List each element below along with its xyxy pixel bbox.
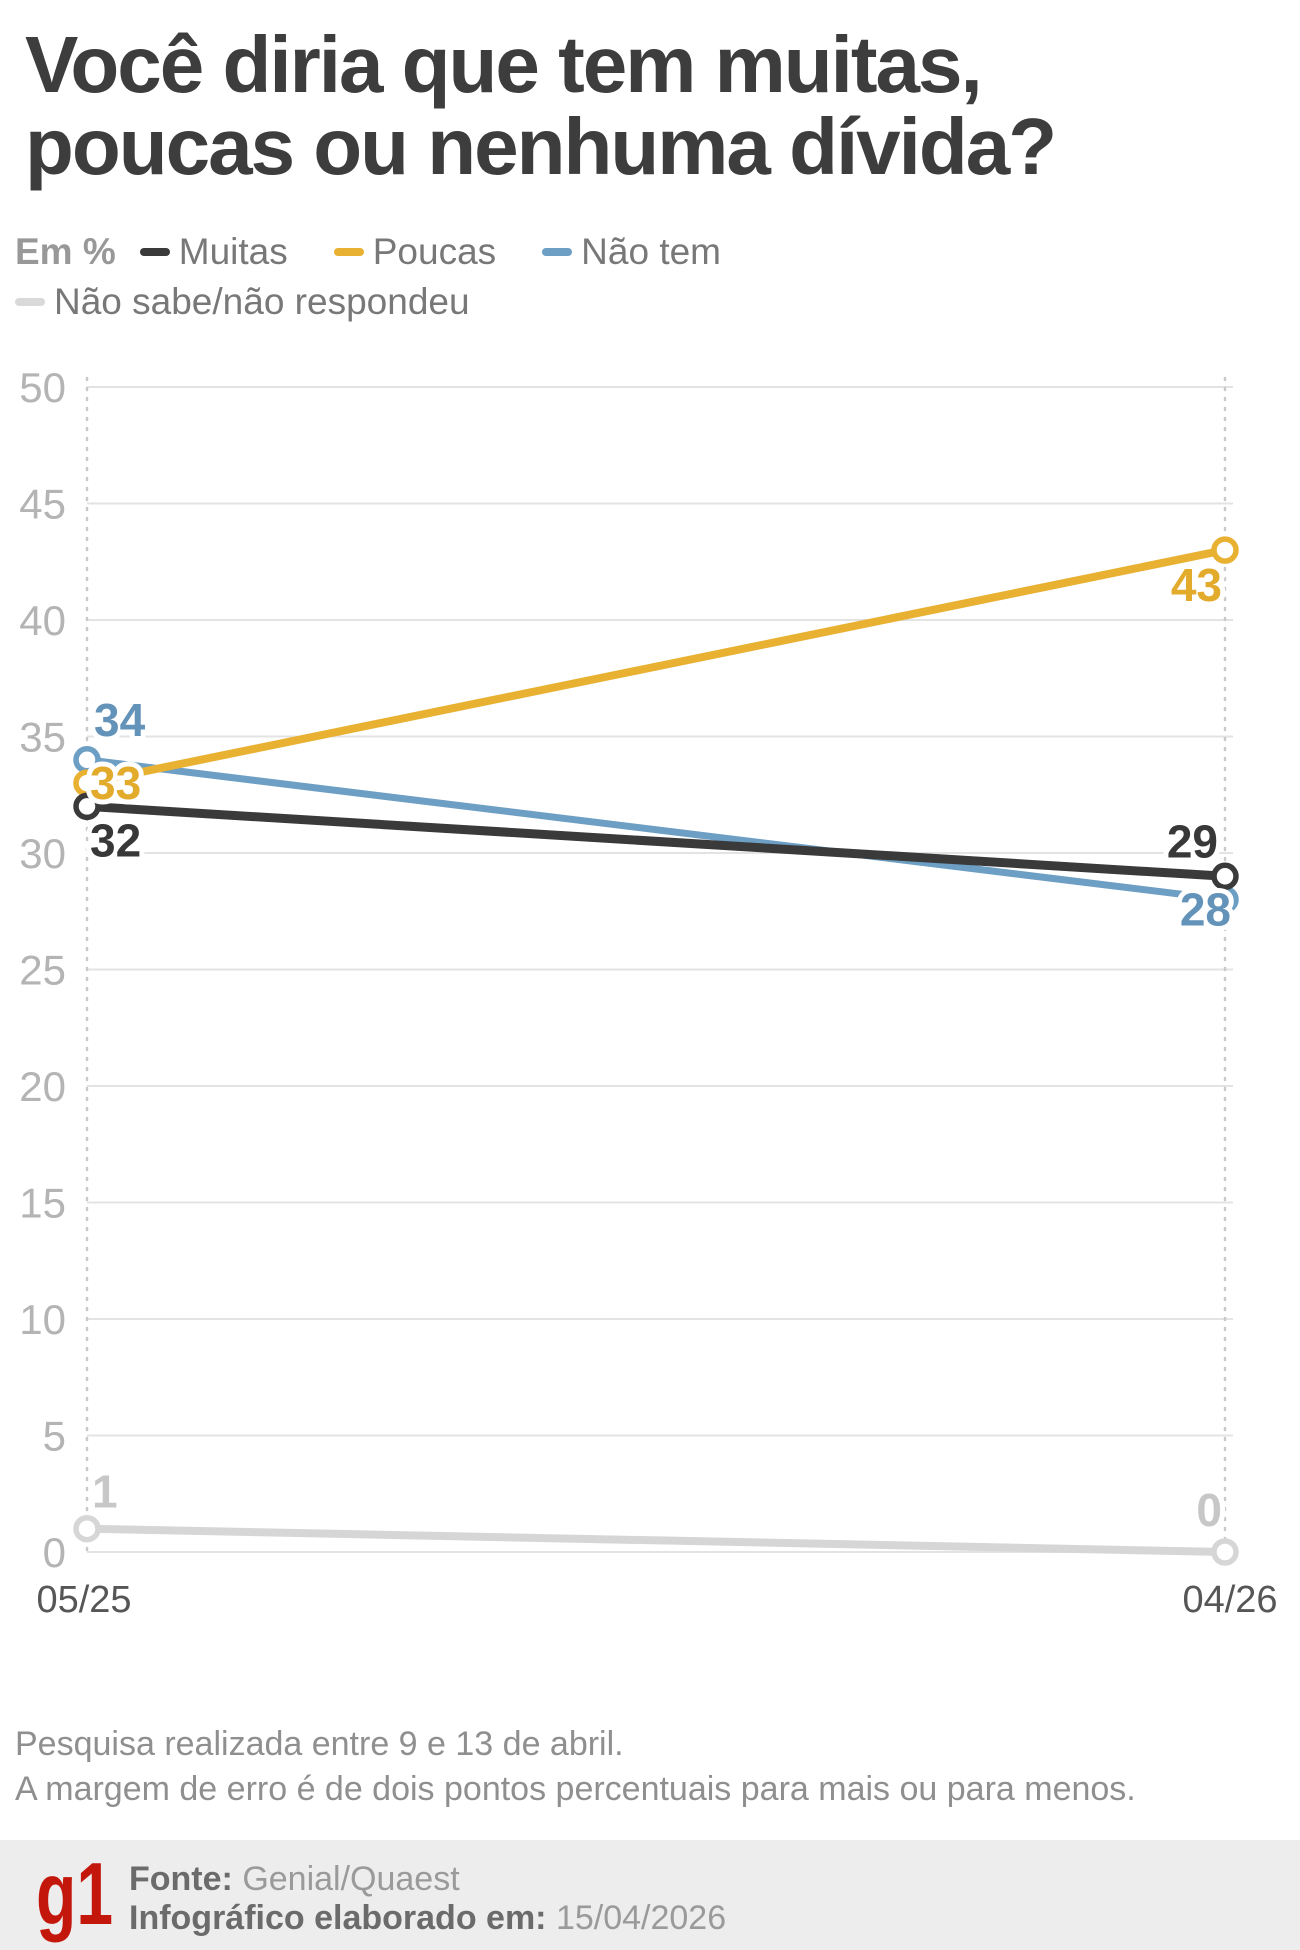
point-label: 43 (1171, 559, 1222, 611)
y-tick-label: 45 (19, 481, 66, 528)
chart-notes: Pesquisa realizada entre 9 e 13 de abril… (15, 1722, 1136, 1812)
legend-label-nao-tem: Não tem (581, 231, 722, 272)
x-tick-label: 04/26 (1182, 1579, 1277, 1621)
series-line-1 (86, 546, 1226, 788)
y-tick-label: 0 (43, 1529, 66, 1576)
point-marker (73, 1514, 101, 1543)
infographic-line: Infográfico elaborado em: 15/04/2026 (129, 1899, 726, 1938)
infographic-date: 15/04/2026 (555, 1899, 727, 1937)
legend-label-nao-sabe: Não sabe/não respondeu (54, 281, 470, 322)
x-tick-label: 05/25 (36, 1579, 131, 1621)
source-line: Fonte: Genial/Quaest (129, 1860, 726, 1899)
y-tick-label: 35 (19, 714, 66, 761)
source-value: Genial/Quaest (242, 1860, 460, 1898)
series-line-0 (86, 801, 1226, 881)
y-tick-label: 40 (19, 597, 66, 644)
nao-tem-dash-icon (542, 248, 573, 256)
series-line-3 (86, 1524, 1226, 1556)
y-tick-label: 50 (19, 364, 66, 411)
point-label: 32 (90, 814, 141, 866)
source-label: Fonte: (129, 1860, 233, 1898)
y-tick-label: 20 (19, 1063, 66, 1110)
y-tick-label: 10 (19, 1296, 66, 1343)
legend-item-poucas: Poucas (333, 231, 497, 273)
legend-item-nao-sabe: Não sabe/não respondeu (15, 281, 470, 323)
poucas-dash-icon (333, 248, 364, 256)
legend-row-1: Em % Muitas Poucas Não tem (15, 231, 767, 273)
infographic-label: Infográfico elaborado em: (129, 1899, 547, 1937)
legend-label-muitas: Muitas (178, 231, 288, 272)
y-tick-label: 30 (19, 830, 66, 877)
y-tick-label: 5 (43, 1413, 66, 1460)
legend-label-poucas: Poucas (372, 231, 497, 272)
y-tick-label: 15 (19, 1180, 66, 1227)
legend-item-nao-tem: Não tem (542, 231, 721, 273)
point-marker (73, 792, 101, 821)
point-marker (1211, 536, 1239, 564)
point-label: 34 (94, 694, 146, 746)
muitas-dash-icon (139, 248, 170, 256)
point-label: 1 (92, 1466, 118, 1518)
point-marker (1211, 1538, 1239, 1566)
point-label: 28 (1180, 884, 1231, 936)
unit-label: Em % (15, 231, 116, 272)
note-line-1: Pesquisa realizada entre 9 e 13 de abril… (15, 1725, 624, 1763)
title-line-1: Você diria que tem muitas, (25, 20, 983, 109)
series-line-2 (86, 756, 1226, 904)
source-block: Fonte: Genial/Quaest Infográfico elabora… (129, 1860, 726, 1938)
g1-logo: g1 (36, 1844, 114, 1943)
footer-bar (0, 1840, 1300, 1950)
nao-sabe-dash-icon (15, 298, 45, 306)
point-label: 0 (1196, 1484, 1222, 1536)
note-line-2: A margem de erro é de dois pontos percen… (15, 1770, 1136, 1808)
point-label: 33 (90, 757, 141, 809)
point-label: 29 (1167, 815, 1218, 867)
title-line-2: poucas ou nenhuma dívida? (25, 102, 1057, 191)
point-marker (1211, 862, 1239, 891)
legend-item-muitas: Muitas (139, 231, 288, 273)
page-title: Você diria que tem muitas, poucas ou nen… (25, 20, 1057, 191)
y-tick-label: 25 (19, 947, 66, 994)
legend-row-2: Não sabe/não respondeu (15, 281, 516, 323)
